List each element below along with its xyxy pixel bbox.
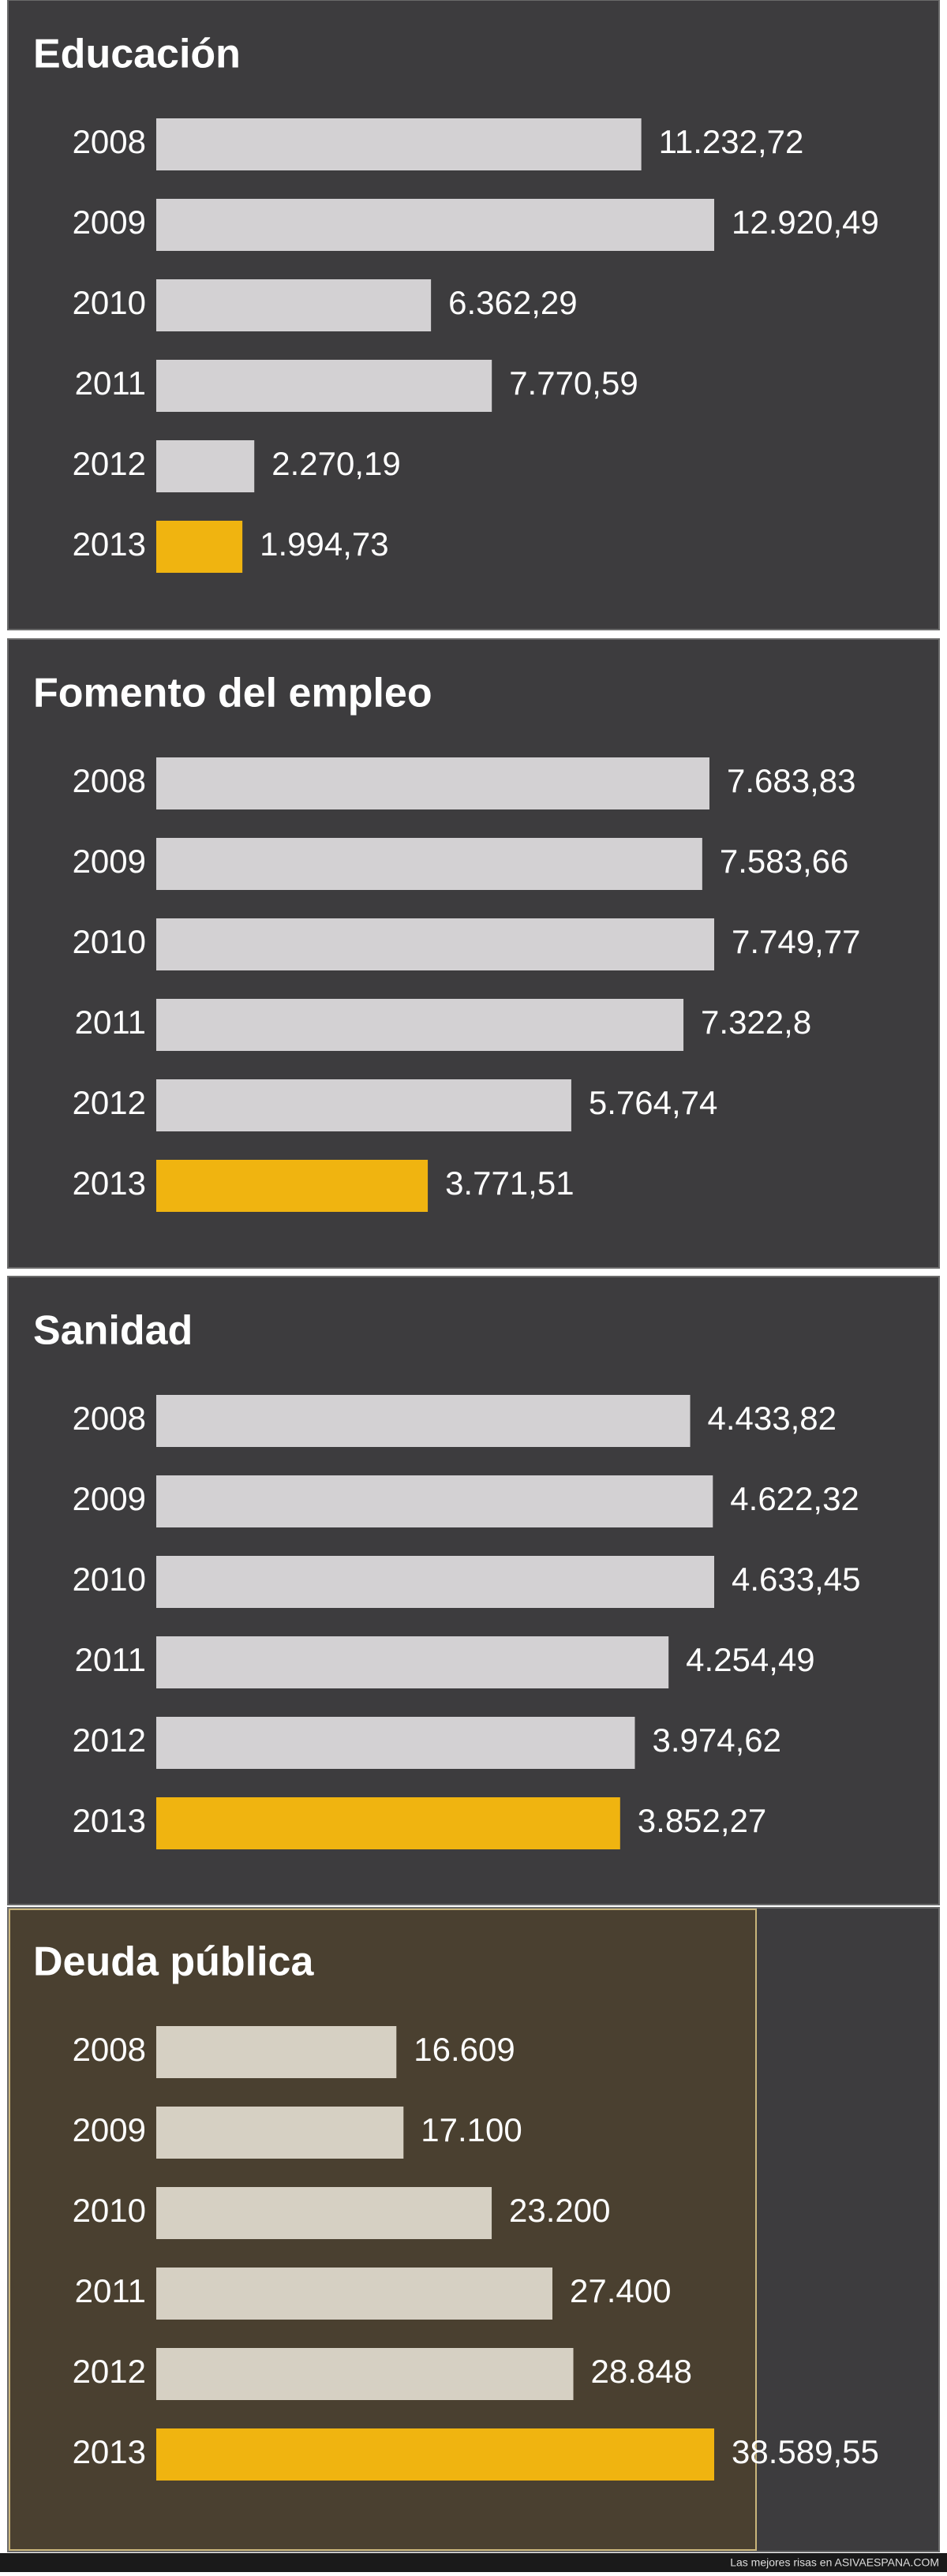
chart-title: Fomento del empleo [33,671,432,716]
value-label: 11.232,72 [659,123,804,160]
bar [156,521,243,573]
value-label: 7.583,66 [720,843,848,880]
value-label: 28.848 [591,2353,692,2390]
value-label: 7.683,83 [727,762,856,799]
y-tick-label: 2008 [73,2031,146,2068]
value-label: 16.609 [414,2031,515,2068]
y-tick-label: 2013 [73,1165,146,1202]
y-tick-label: 2012 [73,445,146,482]
y-tick-label: 2009 [73,843,146,880]
y-tick-label: 2012 [73,1722,146,1759]
y-tick-label: 2008 [73,762,146,799]
value-label: 6.362,29 [448,284,578,321]
y-tick-label: 2011 [75,1004,146,1041]
bar [156,2026,397,2078]
value-label: 3.771,51 [445,1165,575,1202]
bar [156,2107,404,2159]
y-tick-label: 2009 [73,2111,146,2148]
bar [156,1160,429,1212]
value-label: 3.974,62 [652,1722,781,1759]
chart-title: Sanidad [33,1308,193,1354]
value-label: 3.852,27 [638,1802,767,1839]
value-label: 7.749,77 [732,923,861,960]
value-label: 4.622,32 [730,1480,859,1517]
footer-text: Las mejores risas en ASIVAESPANA.COM [730,2556,939,2569]
bar [156,1717,635,1769]
y-tick-label: 2008 [73,1400,146,1437]
value-label: 1.994,73 [260,525,389,563]
y-tick-label: 2010 [73,923,146,960]
bar [156,440,255,492]
value-label: 12.920,49 [732,204,879,241]
bar [156,1797,620,1849]
value-label: 38.589,55 [732,2433,879,2470]
bar [156,999,684,1051]
value-label: 7.770,59 [509,365,638,402]
bar [156,838,702,890]
y-tick-label: 2010 [73,2192,146,2229]
y-tick-label: 2011 [75,1641,146,1678]
bar [156,360,492,412]
y-tick-label: 2013 [73,525,146,563]
value-label: 2.270,19 [271,445,401,482]
y-tick-label: 2013 [73,1802,146,1839]
bar [156,118,642,170]
chart-title: Educación [33,32,241,77]
y-tick-label: 2008 [73,123,146,160]
chart-title: Deuda pública [33,1939,314,1985]
value-label: 4.254,49 [686,1641,815,1678]
value-label: 5.764,74 [589,1084,718,1121]
bar [156,1475,713,1527]
y-tick-label: 2010 [73,1561,146,1598]
value-label: 4.433,82 [708,1400,837,1437]
value-label: 23.200 [509,2192,610,2229]
y-tick-label: 2011 [75,2272,146,2309]
bar [156,2187,492,2239]
bar [156,1556,714,1608]
bar [156,279,432,331]
bar [156,199,714,251]
y-tick-label: 2012 [73,1084,146,1121]
y-tick-label: 2012 [73,2353,146,2390]
bar [156,2268,552,2320]
y-tick-label: 2010 [73,284,146,321]
y-tick-label: 2009 [73,1480,146,1517]
y-tick-label: 2009 [73,204,146,241]
bar [156,1395,691,1447]
value-label: 17.100 [421,2111,522,2148]
footer-bar [0,2553,947,2572]
value-label: 4.633,45 [732,1561,861,1598]
bar [156,918,714,970]
y-tick-label: 2011 [75,365,146,402]
bar [156,1079,571,1131]
bar [156,757,709,809]
bar [156,2428,714,2481]
bar [156,2348,574,2400]
value-label: 27.400 [570,2272,671,2309]
bar [156,1636,669,1688]
value-label: 7.322,8 [701,1004,811,1041]
y-tick-label: 2013 [73,2433,146,2470]
